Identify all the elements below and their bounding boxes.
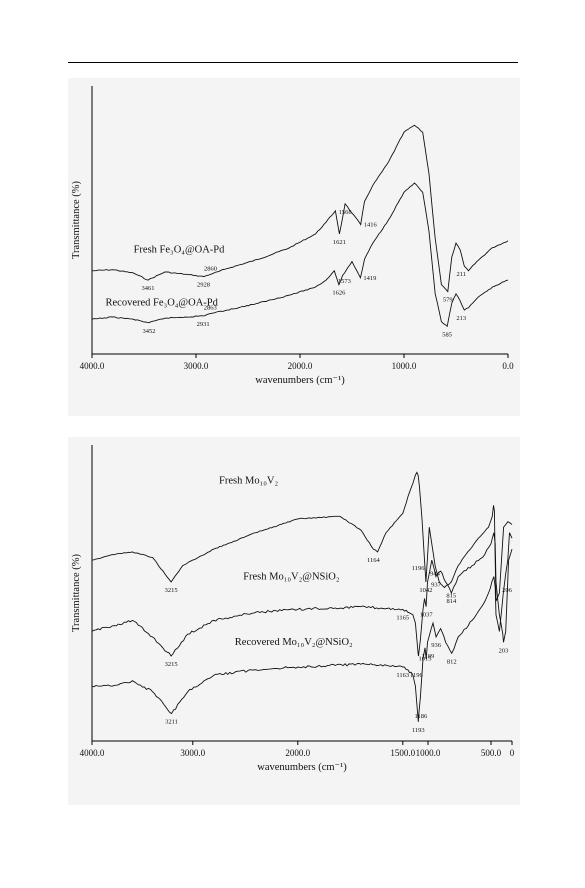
- peak-label: 1164: [367, 557, 381, 564]
- peak-label: 203: [499, 647, 509, 654]
- peak-label: 936: [431, 642, 442, 649]
- x-axis-title: wavenumbers (cm⁻¹): [257, 762, 347, 773]
- peak-label: 2863: [204, 305, 217, 312]
- peak-label: 812: [447, 658, 457, 665]
- series-line-1: [91, 182, 509, 328]
- peak-label: 3211: [165, 719, 178, 726]
- peak-label: 1196: [410, 672, 424, 679]
- x-tick-label: 500.0: [481, 748, 502, 758]
- peak-label: 1419: [363, 275, 376, 282]
- peak-label: 206: [502, 587, 512, 594]
- peak-label: 1189: [421, 653, 434, 660]
- peak-label: 1186: [415, 713, 429, 720]
- series-label: Fresh Fe₃O₄@OA-Pd: [134, 244, 226, 255]
- x-tick-label: 3000.0: [184, 361, 209, 371]
- peak-label: 1193: [412, 727, 425, 734]
- series-line-2: [91, 532, 513, 722]
- peak-label: 1573: [338, 278, 351, 285]
- x-tick-label: 1500.0: [390, 748, 415, 758]
- peak-label: 211: [456, 271, 466, 278]
- x-tick-label: 0: [510, 748, 515, 758]
- series-label: Fresh Mo₁₀V₂@NSiO₂: [243, 571, 340, 582]
- peak-label: 2860: [204, 265, 217, 272]
- y-axis-title: Transmittance (%): [71, 553, 82, 632]
- x-tick-label: 0.0: [502, 361, 514, 371]
- ftir-chart-mo10v2: 4000.0 3000.0 2000.0 1500.0 1000.0 500.0 0 wave…: [68, 437, 520, 805]
- series-label: Recovered Mo₁₀V₂@NSiO₂: [235, 637, 353, 648]
- x-tick-label: 4000.0: [80, 361, 105, 371]
- peak-label: 3215: [165, 661, 178, 668]
- peak-label: 1163: [396, 672, 409, 679]
- peak-label: 814: [447, 598, 458, 605]
- x-tick-label: 1000.0: [416, 748, 441, 758]
- series-line-0: [91, 471, 513, 602]
- series-line-1: [91, 532, 513, 657]
- peak-label: 1015: [418, 656, 431, 663]
- peak-label: 3461: [142, 285, 155, 292]
- peak-label: 944: [430, 571, 441, 578]
- series-label: Recovered Fe₃O₄@OA-Pd: [106, 297, 219, 308]
- peak-label: 1037: [420, 612, 434, 619]
- peak-label: 3215: [165, 587, 178, 594]
- peak-label: 585: [442, 331, 452, 338]
- ftir-chart-fe3o4: 4000.0 3000.0 2000.0 1000.0 0.0 wavenumbers (…: [68, 78, 520, 416]
- peak-label: 1416: [364, 222, 378, 229]
- peak-label: 1621: [333, 239, 346, 246]
- x-tick-label: 2000.0: [288, 361, 313, 371]
- peak-label: 1165: [396, 614, 409, 621]
- peak-label: 1196: [412, 565, 426, 572]
- x-tick-label: 2000.0: [285, 748, 310, 758]
- page-header-rule: [68, 62, 518, 63]
- peak-label: 2931: [197, 321, 210, 328]
- series-label: Fresh Mo₁₀V₂: [219, 475, 278, 486]
- y-axis-title: Transmittance (%): [71, 180, 82, 259]
- x-tick-label: 3000.0: [180, 748, 205, 758]
- peak-label: 1042: [419, 587, 432, 594]
- peak-label: 1566: [339, 209, 353, 216]
- x-tick-label: 1000.0: [392, 361, 417, 371]
- ftir-chart-fe3o4-svg: 4000.0 3000.0 2000.0 1000.0 0.0 wavenumbers (…: [71, 86, 514, 386]
- x-tick-label: 4000.0: [80, 748, 105, 758]
- peak-label: 2928: [197, 282, 210, 289]
- peak-label: 937: [431, 582, 442, 589]
- series-line-0: [91, 124, 509, 293]
- peak-label: 815: [446, 593, 456, 600]
- peak-label: 579: [443, 297, 453, 304]
- x-axis-title: wavenumbers (cm⁻¹): [255, 375, 345, 386]
- peak-label: 213: [456, 315, 466, 322]
- peak-label: 3452: [142, 328, 155, 335]
- peak-label: 1626: [332, 290, 346, 297]
- ftir-chart-mo10v2-svg: 4000.0 3000.0 2000.0 1500.0 1000.0 500.0 0 wave…: [71, 445, 515, 773]
